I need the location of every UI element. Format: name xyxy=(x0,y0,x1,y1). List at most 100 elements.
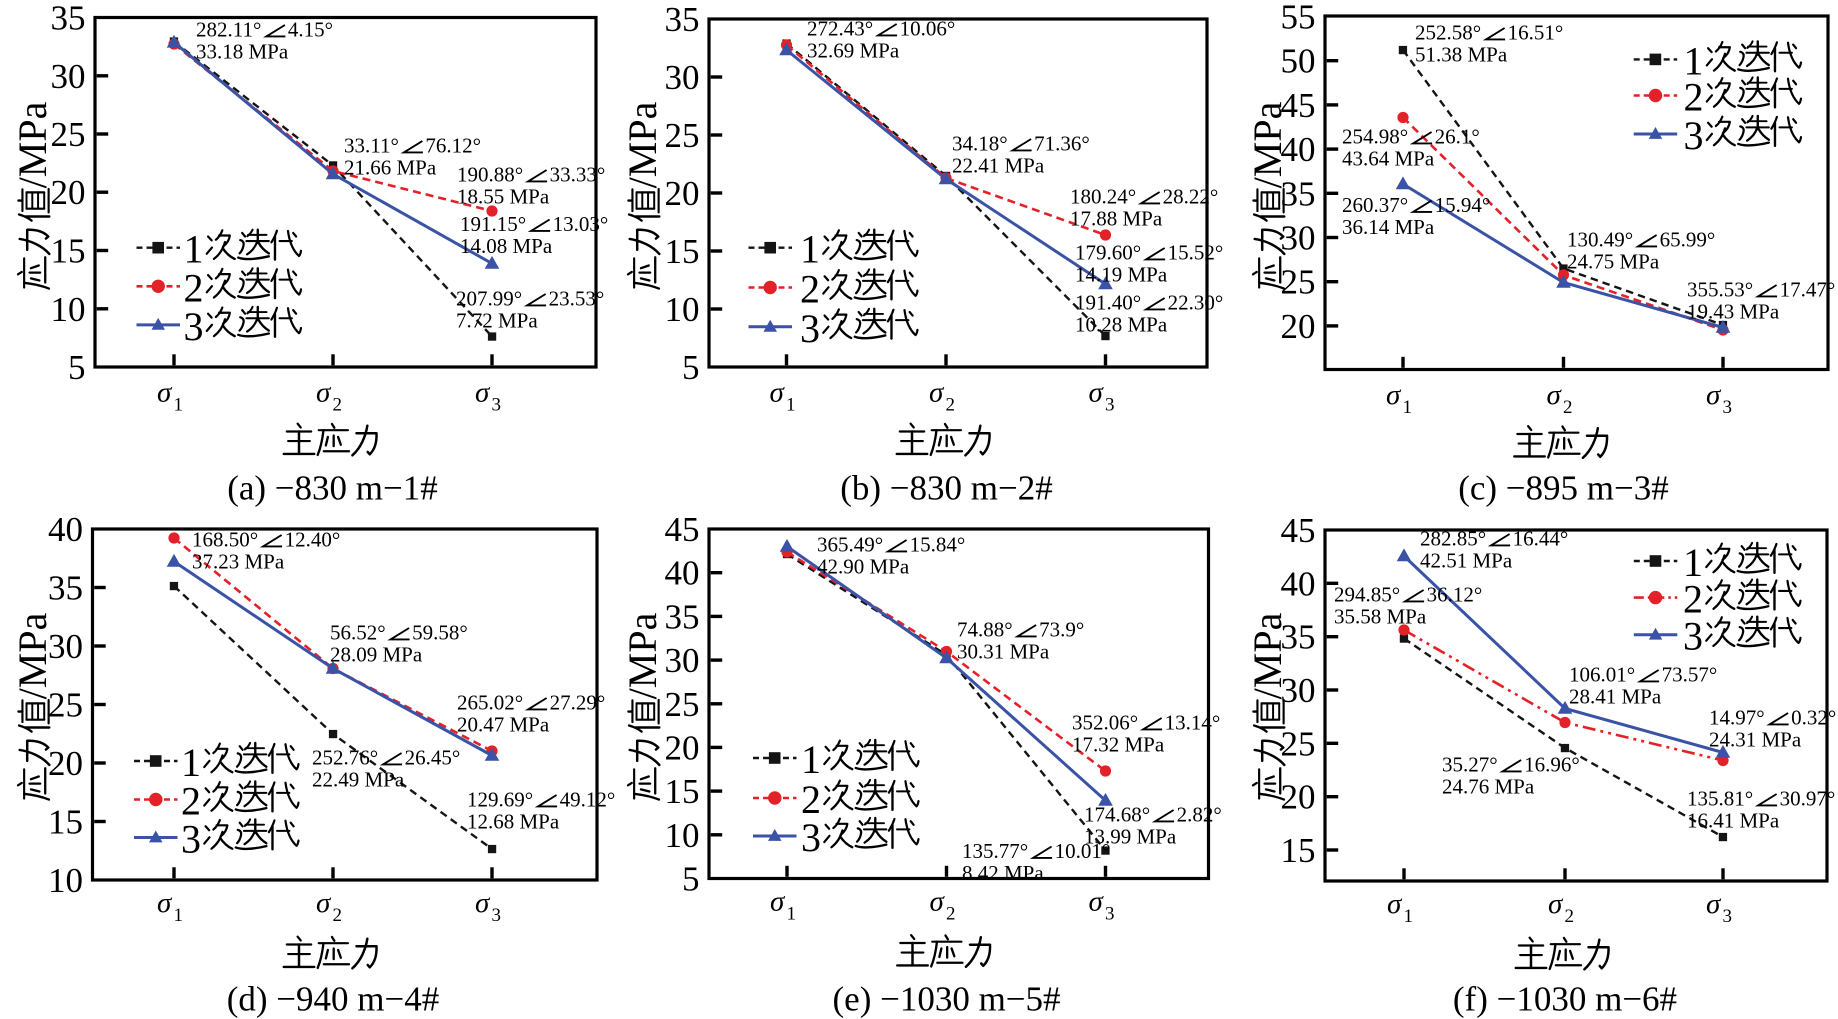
svg-text:1: 1 xyxy=(1684,38,1704,83)
svg-text:3: 3 xyxy=(1684,113,1704,158)
svg-text:σ: σ xyxy=(475,377,491,409)
svg-text:1: 1 xyxy=(787,904,797,925)
svg-text:22.30°: 22.30° xyxy=(1168,290,1224,314)
svg-text:3: 3 xyxy=(492,395,502,416)
svg-text:1: 1 xyxy=(184,227,204,272)
svg-text:30: 30 xyxy=(48,627,83,666)
svg-text:22.49 MPa: 22.49 MPa xyxy=(312,768,405,792)
svg-text:14.97°: 14.97° xyxy=(1709,705,1765,729)
svg-text:282.85°: 282.85° xyxy=(1420,526,1486,550)
svg-text:10.06°: 10.06° xyxy=(900,16,956,40)
svg-text:/MPa: /MPa xyxy=(620,612,665,699)
svg-text:1: 1 xyxy=(181,740,201,785)
svg-text:3: 3 xyxy=(1723,906,1733,927)
svg-text:15: 15 xyxy=(665,232,700,271)
svg-text:/MPa: /MPa xyxy=(620,101,665,188)
svg-text:45: 45 xyxy=(1281,86,1316,125)
svg-text:36.12°: 36.12° xyxy=(1427,582,1483,606)
svg-text:191.15°: 191.15° xyxy=(460,212,526,236)
svg-text:355.53°: 355.53° xyxy=(1687,277,1753,301)
svg-text:5: 5 xyxy=(682,860,700,899)
svg-text:27.29°: 27.29° xyxy=(550,690,606,714)
svg-text:13.99 MPa: 13.99 MPa xyxy=(1084,825,1177,849)
svg-text:(c) −895 m−3#: (c) −895 m−3# xyxy=(1458,469,1669,508)
svg-text:2: 2 xyxy=(333,905,343,926)
svg-text:130.49°: 130.49° xyxy=(1567,227,1633,251)
svg-text:25: 25 xyxy=(48,686,83,725)
svg-text:45: 45 xyxy=(665,510,700,549)
svg-text:5: 5 xyxy=(682,348,700,387)
svg-text:252.76°: 252.76° xyxy=(312,745,378,769)
svg-text:1: 1 xyxy=(786,395,796,416)
svg-text:28.22°: 28.22° xyxy=(1163,184,1219,208)
svg-text:282.11°: 282.11° xyxy=(196,17,261,41)
svg-text:10.01°: 10.01° xyxy=(1055,839,1111,863)
svg-text:34.18°: 34.18° xyxy=(952,131,1008,155)
svg-text:1: 1 xyxy=(174,905,184,926)
svg-text:3: 3 xyxy=(492,905,502,926)
svg-text:20: 20 xyxy=(665,174,700,213)
svg-text:(e) −1030 m−5#: (e) −1030 m−5# xyxy=(833,980,1061,1019)
svg-text:3: 3 xyxy=(1683,614,1703,659)
svg-text:12.68 MPa: 12.68 MPa xyxy=(467,810,560,834)
svg-text:35: 35 xyxy=(51,0,86,38)
svg-text:σ: σ xyxy=(1089,886,1105,918)
svg-text:14.08 MPa: 14.08 MPa xyxy=(460,234,553,258)
svg-text:2: 2 xyxy=(801,777,821,822)
svg-text:73.57°: 73.57° xyxy=(1662,662,1718,686)
svg-text:35: 35 xyxy=(1281,618,1316,657)
svg-text:15: 15 xyxy=(665,772,700,811)
svg-text:4.15°: 4.15° xyxy=(288,17,333,41)
svg-text:σ: σ xyxy=(930,886,946,918)
svg-text:2: 2 xyxy=(184,265,204,310)
svg-text:1: 1 xyxy=(1404,906,1414,927)
svg-text:2: 2 xyxy=(1684,75,1704,120)
svg-text:30.31 MPa: 30.31 MPa xyxy=(957,640,1050,664)
svg-text:(a) −830 m−1#: (a) −830 m−1# xyxy=(227,469,438,508)
svg-text:50: 50 xyxy=(1281,42,1316,81)
svg-text:1: 1 xyxy=(800,227,820,272)
svg-text:22.41 MPa: 22.41 MPa xyxy=(952,154,1045,178)
svg-text:15: 15 xyxy=(48,803,83,842)
svg-text:σ: σ xyxy=(1547,379,1563,411)
svg-text:30: 30 xyxy=(1281,219,1316,258)
svg-text:25: 25 xyxy=(665,116,700,155)
svg-text:179.60°: 179.60° xyxy=(1075,240,1141,264)
svg-text:76.12°: 76.12° xyxy=(425,133,481,157)
svg-text:20: 20 xyxy=(51,173,86,212)
svg-text:265.02°: 265.02° xyxy=(457,690,523,714)
svg-text:3: 3 xyxy=(801,815,821,860)
svg-text:40: 40 xyxy=(48,510,83,549)
svg-text:20: 20 xyxy=(665,728,700,767)
svg-text:35.27°: 35.27° xyxy=(1442,752,1498,776)
svg-text:1: 1 xyxy=(1683,540,1703,585)
svg-text:40: 40 xyxy=(1281,130,1316,169)
svg-text:2: 2 xyxy=(333,395,343,416)
svg-text:180.24°: 180.24° xyxy=(1070,184,1136,208)
svg-text:42.90 MPa: 42.90 MPa xyxy=(817,555,910,579)
svg-text:10: 10 xyxy=(665,816,700,855)
svg-text:(b) −830 m−2#: (b) −830 m−2# xyxy=(840,469,1053,508)
svg-text:17.32 MPa: 17.32 MPa xyxy=(1072,733,1165,757)
svg-text:21.66 MPa: 21.66 MPa xyxy=(344,156,437,180)
svg-text:16.96°: 16.96° xyxy=(1524,752,1580,776)
svg-text:25: 25 xyxy=(665,685,700,724)
svg-text:5: 5 xyxy=(68,348,86,387)
svg-text:2: 2 xyxy=(946,904,956,925)
svg-text:σ: σ xyxy=(316,887,332,919)
svg-text:1: 1 xyxy=(1403,397,1413,418)
svg-text:24.31 MPa: 24.31 MPa xyxy=(1709,728,1802,752)
svg-text:20.47 MPa: 20.47 MPa xyxy=(457,713,550,737)
svg-text:10: 10 xyxy=(665,290,700,329)
svg-text:35: 35 xyxy=(1281,174,1316,213)
svg-text:207.99°: 207.99° xyxy=(456,286,522,310)
svg-text:15.52°: 15.52° xyxy=(1168,240,1224,264)
svg-text:σ: σ xyxy=(1386,379,1402,411)
svg-text:1: 1 xyxy=(801,737,821,782)
svg-text:168.50°: 168.50° xyxy=(192,527,258,551)
svg-text:3: 3 xyxy=(181,817,201,862)
svg-text:24.75 MPa: 24.75 MPa xyxy=(1567,250,1660,274)
svg-text:2: 2 xyxy=(946,395,956,416)
svg-text:129.69°: 129.69° xyxy=(467,787,533,811)
svg-text:30: 30 xyxy=(51,57,86,96)
